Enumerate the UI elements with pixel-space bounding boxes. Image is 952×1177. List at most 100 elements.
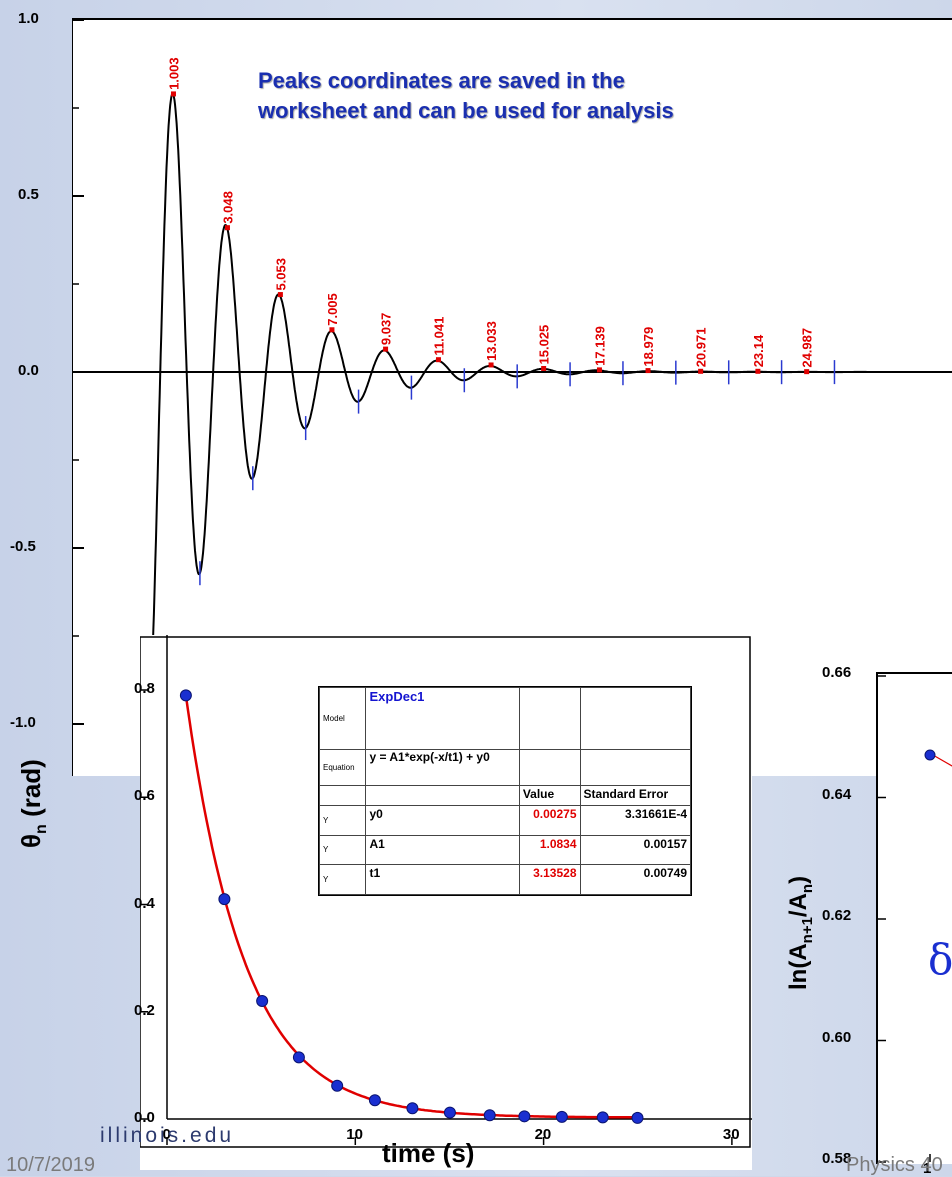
data-point xyxy=(218,893,231,906)
peak-marker xyxy=(383,346,389,352)
data-point xyxy=(631,1111,644,1124)
table-cell: ExpDec1 xyxy=(365,687,520,750)
illinois-logo: illinois.edu xyxy=(100,1124,235,1147)
peak-label: 11.041 xyxy=(431,317,446,356)
table-cell: Y xyxy=(318,805,367,836)
right-data-point xyxy=(924,749,936,761)
peak-marker xyxy=(277,292,283,298)
data-point xyxy=(518,1110,531,1123)
peak-label: 23.14 xyxy=(751,334,766,367)
main-y-tick-label: -1.0 xyxy=(10,714,36,731)
main-y-tick-label: 0.0 xyxy=(18,362,39,379)
table-cell xyxy=(518,687,581,750)
peak-label: 13.033 xyxy=(484,321,499,361)
data-point xyxy=(368,1094,381,1107)
svg-text:ln(An+1/An): ln(An+1/An) xyxy=(785,876,816,990)
table-cell: Standard Error xyxy=(579,785,692,806)
table-cell xyxy=(518,749,581,786)
peak-marker xyxy=(698,368,704,374)
peak-marker xyxy=(596,367,602,373)
data-point xyxy=(406,1102,419,1115)
peak-label: 1.003 xyxy=(166,57,181,90)
peak-label: 18.979 xyxy=(641,327,656,367)
annotation-line-1: Peaks coordinates are saved in the xyxy=(258,68,625,93)
table-cell: Y xyxy=(318,864,367,895)
inset-x-tick-label: 0 xyxy=(162,1126,171,1143)
svg-text:θn (rad): θn (rad) xyxy=(16,759,50,848)
peak-marker xyxy=(435,357,441,363)
data-point xyxy=(179,689,192,702)
right-y-tick-label: 0.58 xyxy=(822,1150,852,1167)
main-y-tick-label: 1.0 xyxy=(18,10,39,27)
table-cell: 0.00275 xyxy=(518,805,581,836)
inset-x-axis-label: time (s) xyxy=(382,1138,475,1168)
table-cell: 3.13528 xyxy=(518,864,581,895)
peak-label: 20.971 xyxy=(694,328,709,368)
data-point xyxy=(331,1079,344,1092)
peak-label: 7.005 xyxy=(325,293,340,326)
peak-marker xyxy=(804,369,810,375)
peak-marker xyxy=(224,225,230,231)
main-y-tick-label: 0.5 xyxy=(18,186,39,203)
peaks-annotation: Peaks coordinates are saved in the works… xyxy=(258,66,674,126)
oscillation-curve xyxy=(147,92,873,701)
table-cell: Y xyxy=(318,834,367,866)
right-y-tick-label: 0.64 xyxy=(822,785,852,803)
peak-label: 9.037 xyxy=(379,313,394,346)
inset-x-tick-label: 10 xyxy=(346,1126,363,1143)
table-cell: y = A1*exp(-x/t1) + y0 xyxy=(365,749,520,786)
table-cell xyxy=(318,785,367,806)
table-cell: 0.00157 xyxy=(579,834,692,866)
right-chart xyxy=(878,675,952,1163)
right-y-tick-label: 0.66 xyxy=(822,664,852,681)
table-cell: Model xyxy=(318,687,367,750)
fit-results-table: Model ExpDec1 Equation y = A1*exp(-x/t1)… xyxy=(318,686,692,896)
table-cell: 3.31661E-4 xyxy=(579,805,692,836)
annotation-line-2: worksheet and can be used for analysis xyxy=(258,98,674,123)
right-x-tick-label: 1 xyxy=(923,1160,932,1177)
data-point xyxy=(596,1111,609,1124)
table-cell: 0.00749 xyxy=(579,864,692,895)
delta-symbol: δ xyxy=(928,935,952,984)
inset-y-tick-label: 0.8 xyxy=(134,680,155,697)
table-cell: y0 xyxy=(365,805,520,836)
table-cell: t1 xyxy=(365,864,520,895)
data-point xyxy=(443,1106,456,1119)
table-cell: Value xyxy=(518,785,581,806)
table-cell: Equation xyxy=(318,749,367,786)
data-point xyxy=(483,1109,496,1122)
table-cell xyxy=(579,687,692,750)
inset-y-tick-label: 0.0 xyxy=(134,1109,155,1126)
inset-chart xyxy=(139,635,752,1148)
right-ratio-plot xyxy=(876,672,952,1164)
data-point xyxy=(256,995,269,1008)
peak-label: 17.139 xyxy=(592,326,607,366)
inset-frame xyxy=(139,636,751,1148)
inset-y-axis-label: θn (rad) xyxy=(8,688,92,868)
right-fit-line xyxy=(932,754,952,767)
inset-x-tick-label: 20 xyxy=(534,1126,552,1143)
peak-label: 5.053 xyxy=(273,258,288,291)
peak-marker xyxy=(488,362,494,368)
main-chart: 1.003 3.048 5.053 7.005 9.037 11.041 13.033 15.… xyxy=(71,18,952,776)
inset-y-tick-label: 0.2 xyxy=(134,1001,155,1019)
inset-y-tick-label: 0.6 xyxy=(134,787,155,805)
right-y-tick-label: 0.60 xyxy=(822,1028,852,1046)
peak-label: 15.025 xyxy=(537,325,552,365)
peak-marker xyxy=(170,91,176,97)
data-point xyxy=(555,1110,568,1123)
peak-marker xyxy=(329,327,335,333)
right-y-axis-label: ln(An+1/An) xyxy=(772,700,816,1000)
footer-course: Physics 40 xyxy=(846,1154,943,1176)
peak-label: 24.987 xyxy=(800,328,815,368)
peak-label: 3.048 xyxy=(220,191,235,224)
main-y-tick-label: -0.5 xyxy=(10,538,36,555)
inset-y-tick-label: 0.4 xyxy=(134,894,155,912)
peak-marker xyxy=(541,365,547,371)
data-point xyxy=(292,1051,305,1064)
table-cell xyxy=(579,749,692,786)
peak-marker xyxy=(755,368,761,374)
inset-x-tick-label: 30 xyxy=(722,1126,740,1143)
table-cell: A1 xyxy=(365,834,520,866)
footer-date: 10/7/2019 xyxy=(6,1154,95,1176)
